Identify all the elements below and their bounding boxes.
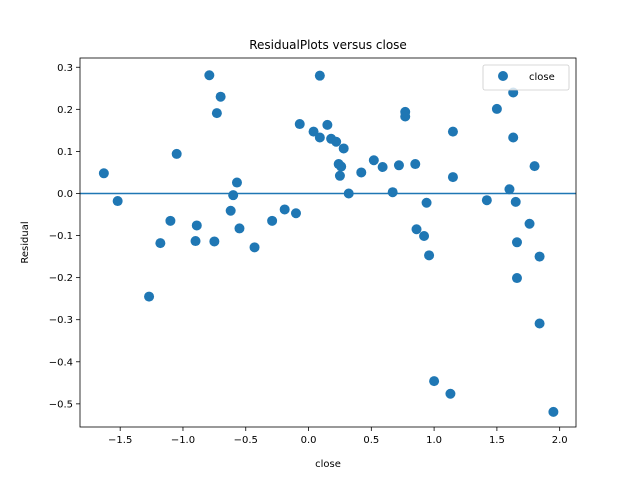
data-point	[165, 215, 176, 226]
legend-entry-close: close	[529, 72, 555, 83]
data-point	[411, 224, 422, 235]
data-point	[508, 132, 519, 143]
data-point	[491, 103, 502, 114]
data-point	[356, 167, 367, 178]
data-point	[225, 205, 236, 216]
data-point	[368, 155, 379, 166]
data-point	[534, 318, 545, 329]
data-point	[112, 196, 123, 207]
data-point	[338, 143, 349, 154]
data-point	[534, 251, 545, 262]
data-point	[421, 197, 432, 208]
x-tick-label: −1.5	[108, 435, 132, 446]
data-point	[314, 132, 325, 143]
x-tick-label: 0.5	[363, 435, 379, 446]
data-point	[511, 273, 522, 284]
data-point	[445, 388, 456, 399]
data-point	[529, 161, 540, 172]
data-point	[548, 406, 559, 417]
y-tick-label: 0.2	[57, 105, 73, 116]
data-point	[400, 111, 411, 122]
data-point	[215, 91, 226, 102]
data-point	[424, 250, 435, 261]
data-point	[267, 215, 278, 226]
x-tick-label: 1.5	[489, 435, 505, 446]
data-points-layer	[98, 70, 559, 417]
data-point	[481, 195, 492, 206]
data-point	[228, 190, 239, 201]
y-tick-label: −0.4	[49, 357, 73, 368]
data-point	[204, 70, 215, 81]
y-tick-label: 0.1	[57, 147, 73, 158]
data-point	[322, 119, 333, 130]
data-point	[410, 159, 421, 170]
x-axis-label: close	[315, 459, 341, 470]
plot-border	[79, 57, 577, 428]
y-tick-label: −0.3	[49, 315, 73, 326]
data-point	[211, 108, 222, 119]
x-axis-ticks: −1.5 −1.0 −0.5 0.0 0.5 1.0 1.5 2.0	[108, 427, 568, 446]
data-point	[429, 376, 440, 387]
y-tick-label: −0.5	[49, 399, 73, 410]
x-tick-label: 0.0	[301, 435, 317, 446]
x-tick-label: −1.0	[171, 435, 195, 446]
plot-area	[80, 58, 576, 427]
y-tick-label: 0.0	[57, 189, 73, 200]
data-point	[209, 236, 220, 247]
data-point	[447, 172, 458, 183]
data-point	[290, 208, 301, 219]
x-tick-label: 1.0	[426, 435, 442, 446]
y-tick-label: −0.1	[49, 231, 73, 242]
chart-title: ResidualPlots versus close	[249, 38, 407, 52]
data-point	[343, 188, 354, 199]
data-point	[524, 218, 535, 229]
data-point	[249, 242, 260, 253]
data-point	[504, 184, 515, 195]
data-point	[377, 161, 388, 172]
data-point	[294, 119, 305, 130]
data-point	[279, 204, 290, 215]
data-point	[314, 70, 325, 81]
x-tick-label: 2.0	[552, 435, 568, 446]
data-point	[336, 161, 347, 172]
data-point	[191, 220, 202, 231]
data-point	[231, 177, 242, 188]
data-point	[171, 148, 182, 159]
data-point	[447, 126, 458, 137]
legend-marker	[498, 71, 508, 81]
data-point	[155, 238, 166, 249]
legend: close	[482, 64, 570, 91]
x-tick-label: −0.5	[234, 435, 258, 446]
data-point	[234, 223, 245, 234]
y-tick-label: −0.2	[49, 273, 73, 284]
legend-box	[482, 64, 570, 91]
data-point	[510, 196, 521, 207]
data-point	[511, 237, 522, 248]
y-axis-label: Residual	[20, 221, 31, 263]
y-axis-ticks: −0.5 −0.4 −0.3 −0.2 −0.1 0.0 0.1 0.2 0.3	[49, 63, 80, 410]
data-point	[387, 187, 398, 198]
data-point	[393, 160, 404, 171]
data-point	[98, 168, 109, 179]
data-point	[419, 230, 430, 241]
data-point	[308, 126, 319, 137]
data-point	[334, 170, 345, 181]
data-point	[331, 136, 342, 147]
y-tick-label: 0.3	[57, 63, 73, 74]
data-point	[144, 291, 155, 302]
data-point	[190, 236, 201, 247]
